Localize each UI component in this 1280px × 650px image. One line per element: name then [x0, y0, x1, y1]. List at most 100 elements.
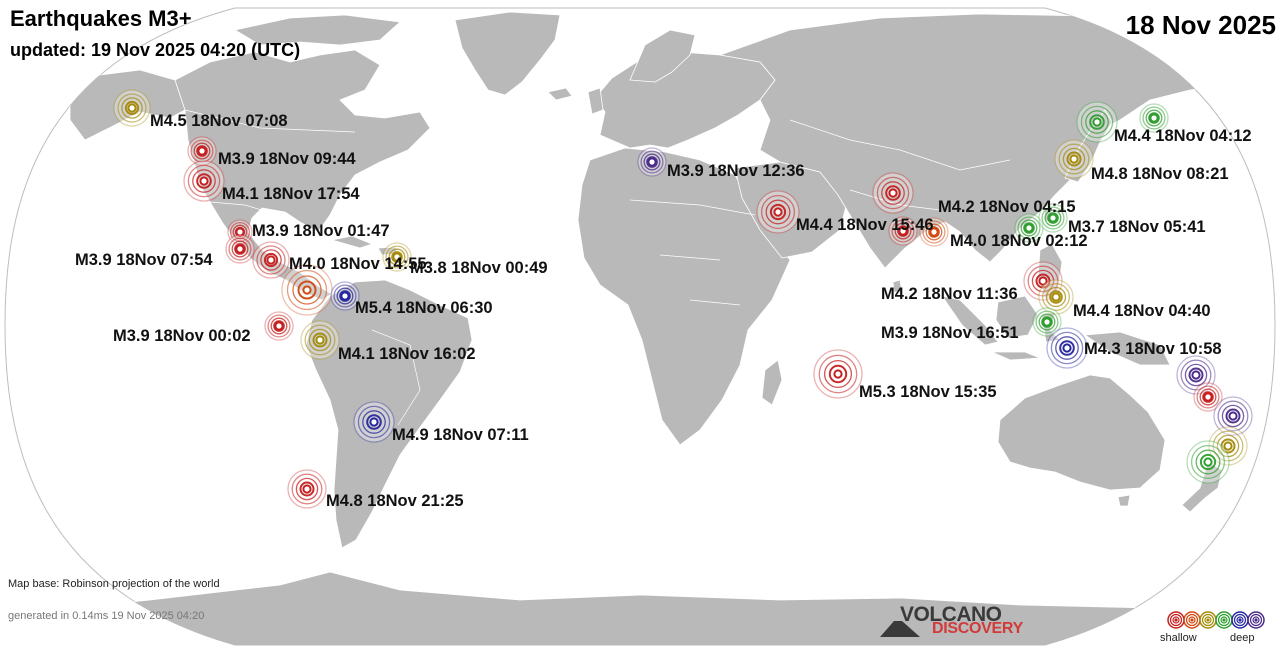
- quake-epicenter: [1038, 276, 1048, 286]
- quake-marker[interactable]: [113, 89, 151, 127]
- update-timestamp: updated: 19 Nov 2025 04:20 (UTC): [10, 40, 301, 60]
- quake-marker[interactable]: [1032, 307, 1062, 337]
- quake-marker[interactable]: [637, 147, 667, 177]
- quake-ring: [1217, 400, 1249, 432]
- generated-note: generated in 0.14ms 19 Nov 2025 04:20: [8, 610, 205, 622]
- legend-depth-swatch: [1167, 611, 1185, 629]
- quake-marker[interactable]: [281, 264, 333, 316]
- quake-epicenter: [197, 146, 207, 156]
- quake-marker[interactable]: [1014, 213, 1044, 243]
- quake-marker[interactable]: [888, 216, 918, 246]
- quake-marker[interactable]: [1076, 101, 1118, 143]
- quake-ring: [1085, 110, 1109, 134]
- quake-epicenter: [1042, 317, 1052, 327]
- quake-marker[interactable]: [1023, 261, 1063, 301]
- quake-ring: [1023, 222, 1035, 234]
- legend-shallow-label: shallow: [1160, 632, 1197, 644]
- madagascar-landmass: [761, 359, 783, 406]
- quake-marker[interactable]: [225, 234, 255, 264]
- quake-marker[interactable]: [252, 241, 290, 279]
- quake-ring: [366, 414, 382, 430]
- quake-marker[interactable]: [353, 401, 395, 443]
- quake-marker[interactable]: [1038, 279, 1074, 315]
- quake-ring: [1042, 283, 1070, 311]
- quake-ring: [121, 97, 143, 119]
- quake-ring: [291, 473, 323, 505]
- quake-ring: [828, 364, 848, 384]
- quake-ring: [1041, 316, 1053, 328]
- quake-marker[interactable]: [1139, 103, 1169, 133]
- legend-depth-swatch: [1215, 611, 1233, 629]
- quake-marker[interactable]: [227, 219, 253, 245]
- quake-marker[interactable]: [1176, 355, 1216, 395]
- quake-ring: [256, 245, 286, 275]
- quake-epicenter: [1203, 457, 1213, 467]
- quake-ring: [391, 251, 403, 263]
- quake-label: M4.9 18Nov 07:11: [392, 426, 529, 444]
- legend-depth-swatch: [1247, 611, 1265, 629]
- quake-label: M4.0 18Nov 14:55: [289, 255, 427, 273]
- quake-marker[interactable]: [264, 311, 294, 341]
- quake-label: M4.8 18Nov 08:21: [1091, 165, 1229, 183]
- quake-ring: [308, 328, 332, 352]
- quake-ring: [270, 317, 288, 335]
- quake-epicenter: [199, 176, 209, 186]
- quake-marker[interactable]: [300, 320, 340, 360]
- quake-ring: [1196, 385, 1220, 409]
- quake-epicenter: [1223, 441, 1233, 451]
- quake-marker[interactable]: [919, 217, 949, 247]
- quake-label: M4.2 18Nov 04:15: [938, 198, 1076, 216]
- quake-ring: [187, 164, 221, 198]
- quake-epicenter: [235, 244, 245, 254]
- quake-ring: [1031, 269, 1055, 293]
- quake-ring: [196, 173, 212, 189]
- quake-marker[interactable]: [382, 242, 412, 272]
- quake-marker[interactable]: [813, 349, 863, 399]
- quake-label: M3.7 18Nov 05:41: [1068, 218, 1206, 236]
- quake-ring: [1145, 109, 1163, 127]
- map-base-credit: Map base: Robinson projection of the wor…: [8, 578, 220, 590]
- quake-ring: [1047, 212, 1059, 224]
- quake-ring: [640, 150, 664, 174]
- greenland-landmass: [454, 11, 561, 96]
- quake-ring: [1066, 151, 1082, 167]
- quake-ring: [1220, 438, 1236, 454]
- border-brazil: [371, 329, 421, 426]
- quake-ring: [1184, 363, 1208, 387]
- quake-ring: [1044, 209, 1062, 227]
- quake-ring: [1190, 444, 1226, 480]
- quake-marker[interactable]: [330, 281, 360, 311]
- quake-label: M3.9 18Nov 12:36: [667, 162, 805, 180]
- quake-marker[interactable]: [183, 160, 225, 202]
- legend-depth-swatch: [1231, 611, 1249, 629]
- quake-marker[interactable]: [1038, 203, 1068, 233]
- quake-marker[interactable]: [287, 469, 327, 509]
- quake-marker[interactable]: [1186, 440, 1230, 484]
- quake-ring: [292, 275, 322, 305]
- quake-epicenter: [888, 188, 898, 198]
- quake-ring: [1199, 388, 1217, 406]
- quake-marker[interactable]: [1046, 327, 1088, 369]
- quake-marker[interactable]: [1054, 139, 1094, 179]
- quake-epicenter: [1062, 343, 1072, 353]
- quake-marker[interactable]: [756, 190, 800, 234]
- quake-epicenter: [1149, 113, 1159, 123]
- quake-marker[interactable]: [872, 172, 914, 214]
- quake-label: M4.1 18Nov 16:02: [338, 345, 476, 363]
- quake-ring: [876, 176, 910, 210]
- page-title: Earthquakes M3+: [10, 6, 192, 31]
- quake-epicenter: [1092, 117, 1102, 127]
- quake-marker[interactable]: [1193, 382, 1223, 412]
- quake-label: M4.4 18Nov 15:46: [796, 216, 934, 234]
- quake-ring: [388, 248, 406, 266]
- quake-ring: [823, 359, 853, 389]
- quake-label: M3.9 18Nov 01:47: [252, 222, 390, 240]
- quake-ring: [1058, 143, 1090, 175]
- quake-epicenter: [302, 285, 312, 295]
- quake-marker[interactable]: [1213, 396, 1253, 436]
- quake-epicenter: [1051, 292, 1061, 302]
- quake-ring: [286, 269, 328, 311]
- quake-ring: [304, 324, 336, 356]
- quake-epicenter: [833, 369, 843, 379]
